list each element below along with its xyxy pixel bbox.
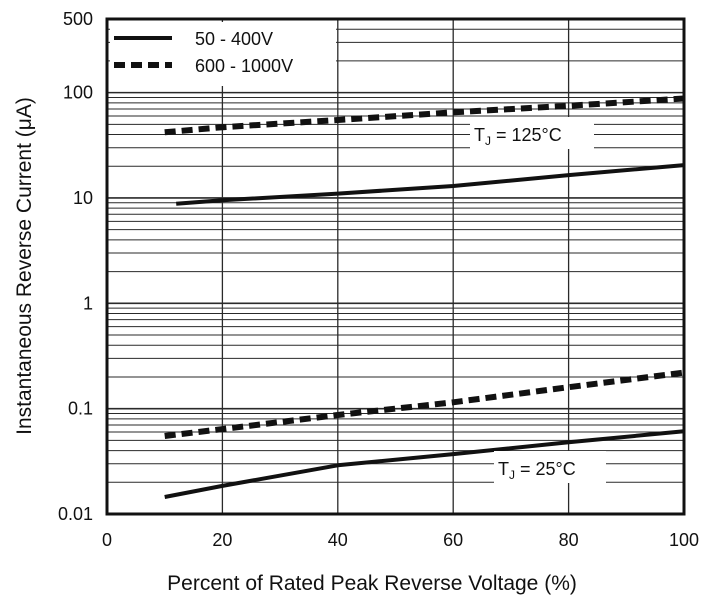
series-line-solid (164, 429, 685, 499)
annotation-tj-25: TJ = 25°C (494, 451, 606, 483)
y-axis-label: Instantaneous Reverse Current (μA) (13, 97, 36, 435)
chart-series (164, 95, 685, 499)
y-tick-label: 0.01 (58, 504, 93, 524)
annotation-text-125: TJ = 125°C (474, 125, 562, 148)
y-axis-ticks: 0.01 0.1 1 10 100 500 (58, 9, 93, 524)
x-tick-label: 80 (559, 530, 579, 550)
annotation-tj-125: TJ = 125°C (470, 117, 594, 149)
annotation-box (470, 117, 594, 149)
series-line-solid (176, 163, 685, 206)
y-tick-label: 500 (63, 9, 93, 29)
x-axis-ticks: 0 20 40 60 80 100 (102, 530, 699, 550)
y-tick-label: 0.1 (68, 399, 93, 419)
legend-label-dashed: 600 - 1000V (195, 56, 293, 76)
annotation-text-25: TJ = 25°C (498, 459, 576, 482)
legend-label-solid: 50 - 400V (195, 29, 273, 49)
x-tick-label: 60 (443, 530, 463, 550)
x-tick-label: 20 (212, 530, 232, 550)
plot-frame (105, 17, 686, 516)
y-tick-label: 1 (83, 293, 93, 313)
x-tick-label: 100 (669, 530, 699, 550)
legend-box (110, 22, 336, 86)
series-line-dashed (164, 95, 685, 136)
y-tick-label: 10 (73, 188, 93, 208)
legend: 50 - 400V 600 - 1000V (110, 22, 336, 86)
x-tick-label: 40 (328, 530, 348, 550)
x-tick-label: 0 (102, 530, 112, 550)
annotation-box (494, 451, 606, 483)
y-tick-label: 100 (63, 83, 93, 103)
x-axis-label: Percent of Rated Peak Reverse Voltage (%… (167, 572, 577, 595)
series-line-dashed (164, 369, 685, 439)
